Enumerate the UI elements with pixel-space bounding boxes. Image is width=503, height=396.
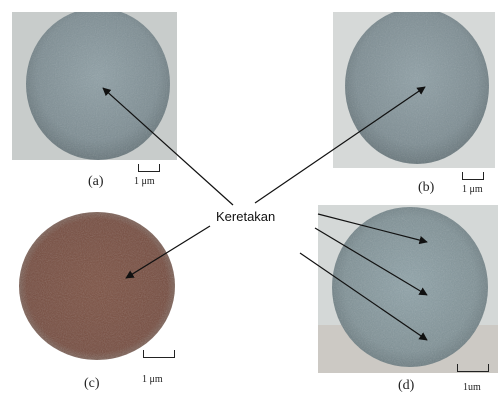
caption-d: (d): [398, 378, 415, 393]
scale-bar-c: [143, 350, 175, 358]
crack-label: Keretakan: [216, 209, 276, 224]
caption-a: (a): [88, 174, 104, 189]
caption-c: (c): [84, 376, 100, 391]
scale-bar-b: [462, 172, 484, 180]
scale-bar-a: [138, 164, 160, 172]
micrograph-d: [318, 205, 498, 373]
scale-label-a: 1 μm: [134, 176, 155, 187]
scale-label-d: 1um: [463, 382, 481, 393]
scale-label-c: 1 μm: [142, 374, 163, 385]
caption-b: (b): [418, 180, 435, 195]
micrograph-b: [333, 12, 495, 168]
micrograph-c: [14, 208, 194, 370]
scale-bar-d: [457, 364, 489, 372]
scale-label-b: 1 μm: [462, 184, 483, 195]
micrograph-a: [12, 12, 177, 160]
